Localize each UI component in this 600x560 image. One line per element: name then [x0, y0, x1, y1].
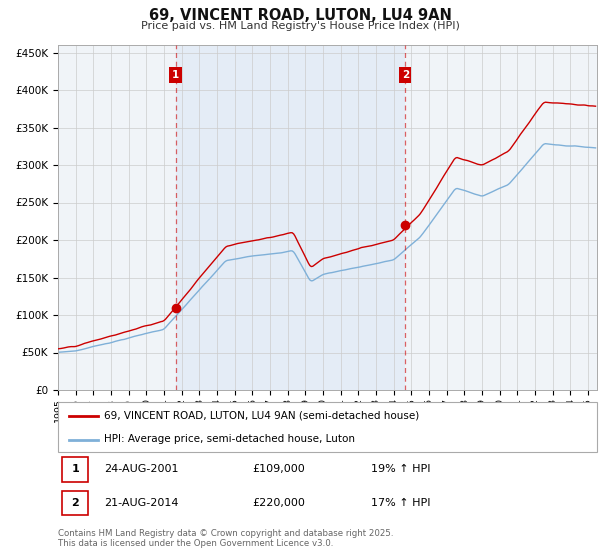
Text: 69, VINCENT ROAD, LUTON, LU4 9AN: 69, VINCENT ROAD, LUTON, LU4 9AN [149, 8, 451, 24]
Text: £220,000: £220,000 [252, 498, 305, 508]
FancyBboxPatch shape [62, 457, 88, 482]
Text: 1: 1 [71, 464, 79, 474]
Text: 2: 2 [401, 70, 409, 80]
Text: 17% ↑ HPI: 17% ↑ HPI [371, 498, 430, 508]
Text: £109,000: £109,000 [252, 464, 305, 474]
Bar [176, 45, 405, 390]
Text: 1: 1 [172, 70, 179, 80]
FancyBboxPatch shape [62, 491, 88, 515]
Text: 2: 2 [71, 498, 79, 508]
Text: 19% ↑ HPI: 19% ↑ HPI [371, 464, 430, 474]
Text: 69, VINCENT ROAD, LUTON, LU4 9AN (semi-detached house): 69, VINCENT ROAD, LUTON, LU4 9AN (semi-d… [104, 411, 419, 421]
Text: HPI: Average price, semi-detached house, Luton: HPI: Average price, semi-detached house,… [104, 435, 355, 445]
Text: Contains HM Land Registry data © Crown copyright and database right 2025.
This d: Contains HM Land Registry data © Crown c… [58, 529, 394, 548]
Text: 21-AUG-2014: 21-AUG-2014 [104, 498, 178, 508]
Text: Price paid vs. HM Land Registry's House Price Index (HPI): Price paid vs. HM Land Registry's House … [140, 21, 460, 31]
Text: 24-AUG-2001: 24-AUG-2001 [104, 464, 178, 474]
